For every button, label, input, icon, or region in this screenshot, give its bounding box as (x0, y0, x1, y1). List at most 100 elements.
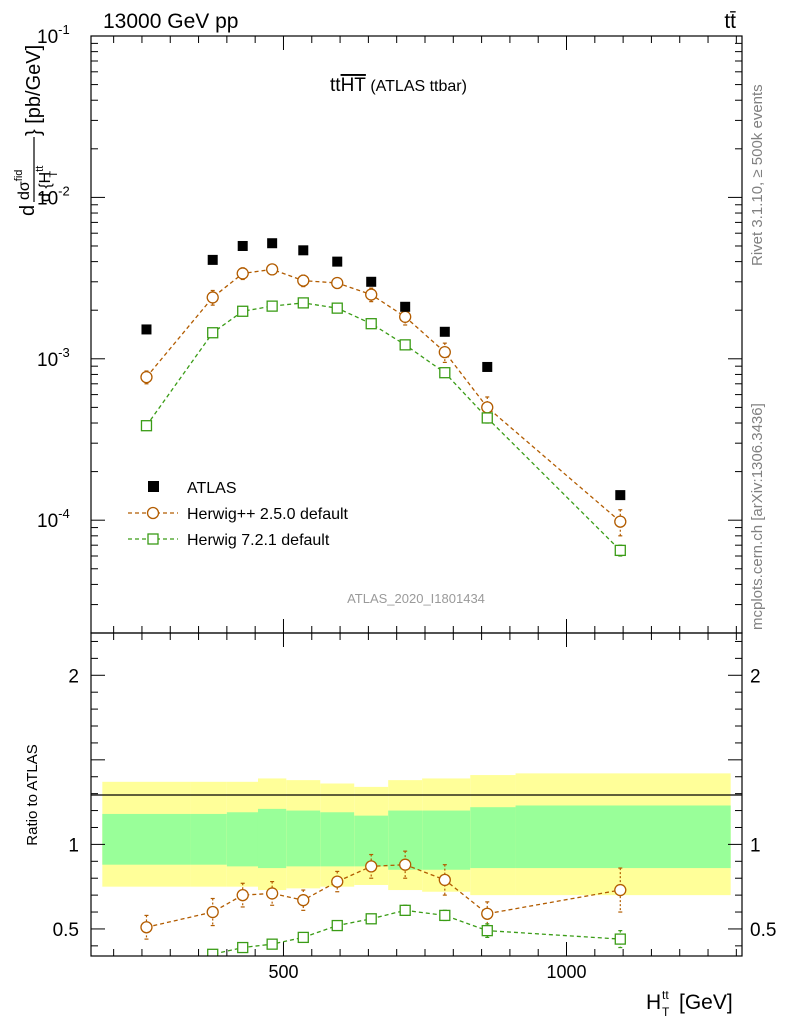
y-tick-label-main: 10-1 (37, 22, 70, 48)
main-axis-ticks: 10-1 10-2 10-3 10-4 (37, 22, 742, 634)
herwig7-point (266, 300, 278, 312)
atlas-point (332, 256, 343, 267)
herwigpp-ratio-point (265, 887, 279, 900)
band-inner-bin (102, 813, 191, 865)
herwig7-ratio-point (481, 924, 493, 937)
herwig7-ratio-point (266, 938, 278, 950)
ratio-panel: 500 1000 0.5 0.5 1 1 2 2 (53, 632, 776, 982)
herwigpp-ratio-point (614, 883, 627, 897)
herwig7-ratio-point (237, 941, 249, 954)
herwig7-point (365, 318, 377, 330)
atlas-point (366, 276, 377, 287)
legend-marker-atlas (148, 481, 159, 492)
legend: ATLAS Herwig++ 2.5.0 default Herwig 7.2.… (128, 480, 349, 549)
herwig7-point (207, 327, 219, 339)
svg-text:} [pb/GeV]: } [pb/GeV] (23, 45, 45, 136)
herwig7-point (140, 420, 153, 432)
svg-text:[GeV]: [GeV] (679, 991, 733, 1014)
band-inner-bin (190, 813, 227, 865)
legend-label-herwigpp: Herwig++ 2.5.0 default (187, 506, 349, 523)
herwig7-point (237, 305, 249, 317)
x-axis-label: H tt T [GeV] (646, 988, 733, 1019)
ratio-axis-ticks: 500 1000 0.5 0.5 1 1 2 2 (53, 633, 776, 982)
herwigpp-point (236, 267, 249, 280)
header-left: 13000 GeV pp (103, 10, 238, 33)
herwig7-ratio-point (614, 933, 626, 945)
header-right: tt̄ (724, 10, 736, 33)
band-inner-bin (470, 807, 516, 869)
ratio-frame (90, 632, 743, 957)
atlas-point (482, 361, 493, 372)
plot-title: ttHT (ATLAS ttbar) (330, 75, 467, 96)
legend-label-herwig7: Herwig 7.2.1 default (187, 532, 330, 549)
herwig7-ratio-point (399, 904, 411, 916)
herwig7-ratio-point (365, 913, 377, 925)
herwigpp-point (140, 370, 153, 384)
mcplots-note: mcplots.cern.ch [arXiv:1306.3436] (749, 403, 766, 630)
y-tick-label-ratio-right: 2 (750, 666, 761, 687)
herwigpp-ratio-point (236, 888, 249, 902)
band-inner-bin (226, 812, 258, 867)
herwigpp-point (297, 274, 310, 287)
herwigpp-point (481, 401, 494, 414)
y-tick-label-ratio-right: 0.5 (750, 920, 776, 941)
herwig7-ratio-point (439, 909, 451, 922)
herwigpp-ratio-point (438, 873, 451, 887)
y-axis-label-ratio: Ratio to ATLAS (24, 744, 41, 845)
svg-text:H: H (646, 991, 661, 1014)
band-inner-bin (354, 815, 389, 867)
atlas-point (267, 238, 278, 249)
herwig7-point (331, 302, 343, 314)
y-tick-label-main: 10-3 (37, 345, 70, 371)
herwigpp-point (614, 515, 627, 528)
svg-text:tt: tt (662, 988, 669, 1002)
main-series-marks (140, 238, 627, 557)
herwig7-ratio-point (141, 966, 151, 976)
x-tick-label: 1000 (546, 962, 586, 982)
legend-marker-herwigpp (146, 506, 160, 520)
herwig7-point (439, 367, 451, 379)
band-inner-bin (320, 812, 355, 867)
y-axis-label-main: d dσfid d {HttT } [pb/GeV] (13, 45, 60, 216)
herwigpp-ratio-point (331, 875, 344, 888)
atlas-point (615, 490, 626, 501)
herwigpp-point (331, 276, 344, 290)
ratio-series-marks (140, 850, 627, 976)
plot-title-overline: HT (341, 75, 367, 96)
herwigpp-ratio-point (365, 860, 378, 873)
herwig7-point (399, 339, 411, 351)
herwig7-ratio-point (297, 931, 309, 944)
ratio-uncertainty-bands (102, 773, 731, 896)
herwigpp-ratio-point (297, 894, 310, 907)
herwig7-ratio-point (207, 948, 219, 956)
analysis-watermark: ATLAS_2020_I1801434 (347, 591, 485, 606)
y-tick-label-ratio-left: 2 (68, 666, 79, 687)
herwigpp-point (265, 263, 279, 276)
atlas-point (237, 240, 248, 251)
y-tick-label-main: 10-4 (37, 506, 70, 532)
herwigpp-point (206, 291, 219, 304)
band-inner-bin (515, 805, 731, 869)
svg-text:d: d (17, 205, 39, 216)
herwigpp-point (365, 288, 378, 301)
herwigpp-ratio-point (481, 907, 494, 920)
band-inner-bin (257, 808, 287, 869)
herwig7-ratio-point (331, 919, 343, 932)
x-tick-label: 500 (268, 962, 298, 982)
svg-text:d {HttT: d {HttT (34, 166, 60, 202)
band-inner-bin (422, 810, 471, 870)
atlas-point (141, 324, 152, 335)
svg-text:dσfid: dσfid (13, 170, 33, 200)
rivet-version-note: Rivet 3.1.10, ≥ 500k events (749, 84, 766, 266)
atlas-point (298, 245, 309, 256)
atlas-point (207, 254, 218, 265)
herwigpp-point (438, 345, 451, 359)
y-tick-label-ratio-right: 1 (750, 835, 761, 856)
herwigpp-point (399, 310, 412, 323)
main-panel: 10-1 10-2 10-3 10-4 (37, 22, 743, 634)
band-inner-bin (286, 810, 321, 867)
herwig7-point (297, 297, 309, 309)
svg-text:T: T (662, 1005, 670, 1019)
herwig7-point (614, 544, 626, 557)
